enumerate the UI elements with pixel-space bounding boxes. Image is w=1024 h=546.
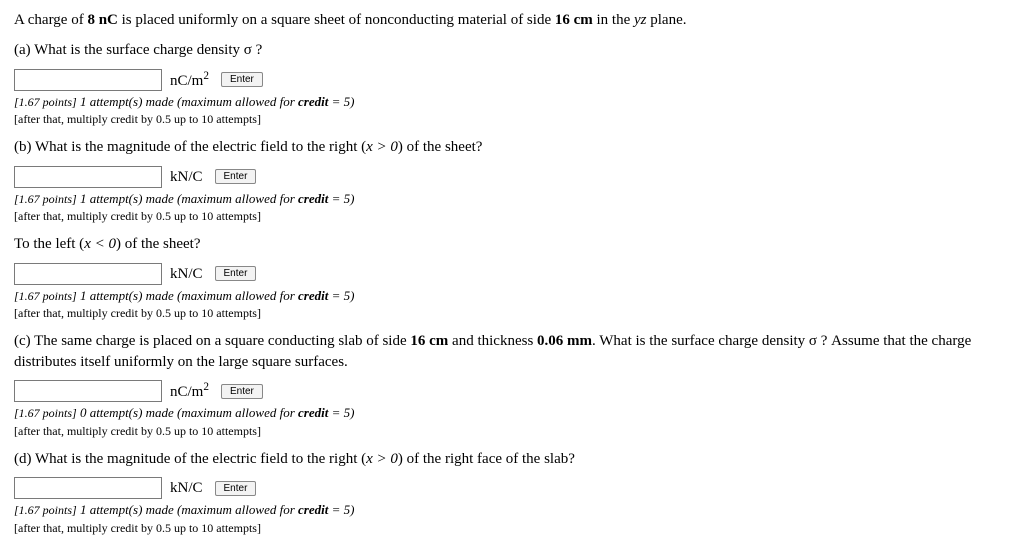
part-c-answer-row: nC/m2 Enter xyxy=(14,380,1010,402)
part-b-left-attempts: [1.67 points] 1 attempt(s) made (maximum… xyxy=(14,287,1010,305)
part-d-question: (d) What is the magnitude of the electri… xyxy=(14,449,1010,469)
part-b-left-note: [after that, multiply credit by 0.5 up t… xyxy=(14,305,1010,321)
part-d-unit: kN/C xyxy=(170,478,203,498)
part-c-note: [after that, multiply credit by 0.5 up t… xyxy=(14,423,1010,439)
part-c-unit: nC/m2 xyxy=(170,380,209,402)
part-b-left-question: To the left (x < 0) of the sheet? xyxy=(14,234,1010,254)
part-b-enter-button[interactable]: Enter xyxy=(215,169,257,184)
part-a-attempts: [1.67 points] 1 attempt(s) made (maximum… xyxy=(14,93,1010,111)
part-b-unit: kN/C xyxy=(170,167,203,187)
part-b-answer-row: kN/C Enter xyxy=(14,166,1010,188)
part-a-answer-row: nC/m2 Enter xyxy=(14,69,1010,91)
part-c-input[interactable] xyxy=(14,380,162,402)
intro-pre: A charge of xyxy=(14,12,87,28)
problem-statement: A charge of 8 nC is placed uniformly on … xyxy=(14,10,1010,30)
part-c-attempts: [1.67 points] 0 attempt(s) made (maximum… xyxy=(14,404,1010,422)
part-b-question: (b) What is the magnitude of the electri… xyxy=(14,137,1010,157)
intro-mid: is placed uniformly on a square sheet of… xyxy=(118,12,555,28)
intro-charge: 8 nC xyxy=(87,12,117,28)
intro-plane: yz xyxy=(634,12,647,28)
part-c-enter-button[interactable]: Enter xyxy=(221,384,263,399)
part-d-answer-row: kN/C Enter xyxy=(14,477,1010,499)
part-b-left-enter-button[interactable]: Enter xyxy=(215,266,257,281)
part-c-question: (c) The same charge is placed on a squar… xyxy=(14,331,1010,372)
part-d-attempts: [1.67 points] 1 attempt(s) made (maximum… xyxy=(14,501,1010,519)
part-a-note: [after that, multiply credit by 0.5 up t… xyxy=(14,111,1010,127)
part-b-left-input[interactable] xyxy=(14,263,162,285)
part-a-input[interactable] xyxy=(14,69,162,91)
part-b-left-unit: kN/C xyxy=(170,264,203,284)
part-b-input[interactable] xyxy=(14,166,162,188)
intro-post: in the xyxy=(593,12,634,28)
part-a-question: (a) What is the surface charge density σ… xyxy=(14,40,1010,60)
intro-side: 16 cm xyxy=(555,12,593,28)
intro-end: plane. xyxy=(647,12,687,28)
part-a-unit: nC/m2 xyxy=(170,69,209,91)
part-b-note: [after that, multiply credit by 0.5 up t… xyxy=(14,208,1010,224)
part-d-input[interactable] xyxy=(14,477,162,499)
part-a-enter-button[interactable]: Enter xyxy=(221,72,263,87)
part-b-attempts: [1.67 points] 1 attempt(s) made (maximum… xyxy=(14,190,1010,208)
part-b-left-answer-row: kN/C Enter xyxy=(14,263,1010,285)
part-d-enter-button[interactable]: Enter xyxy=(215,481,257,496)
part-d-note: [after that, multiply credit by 0.5 up t… xyxy=(14,520,1010,536)
